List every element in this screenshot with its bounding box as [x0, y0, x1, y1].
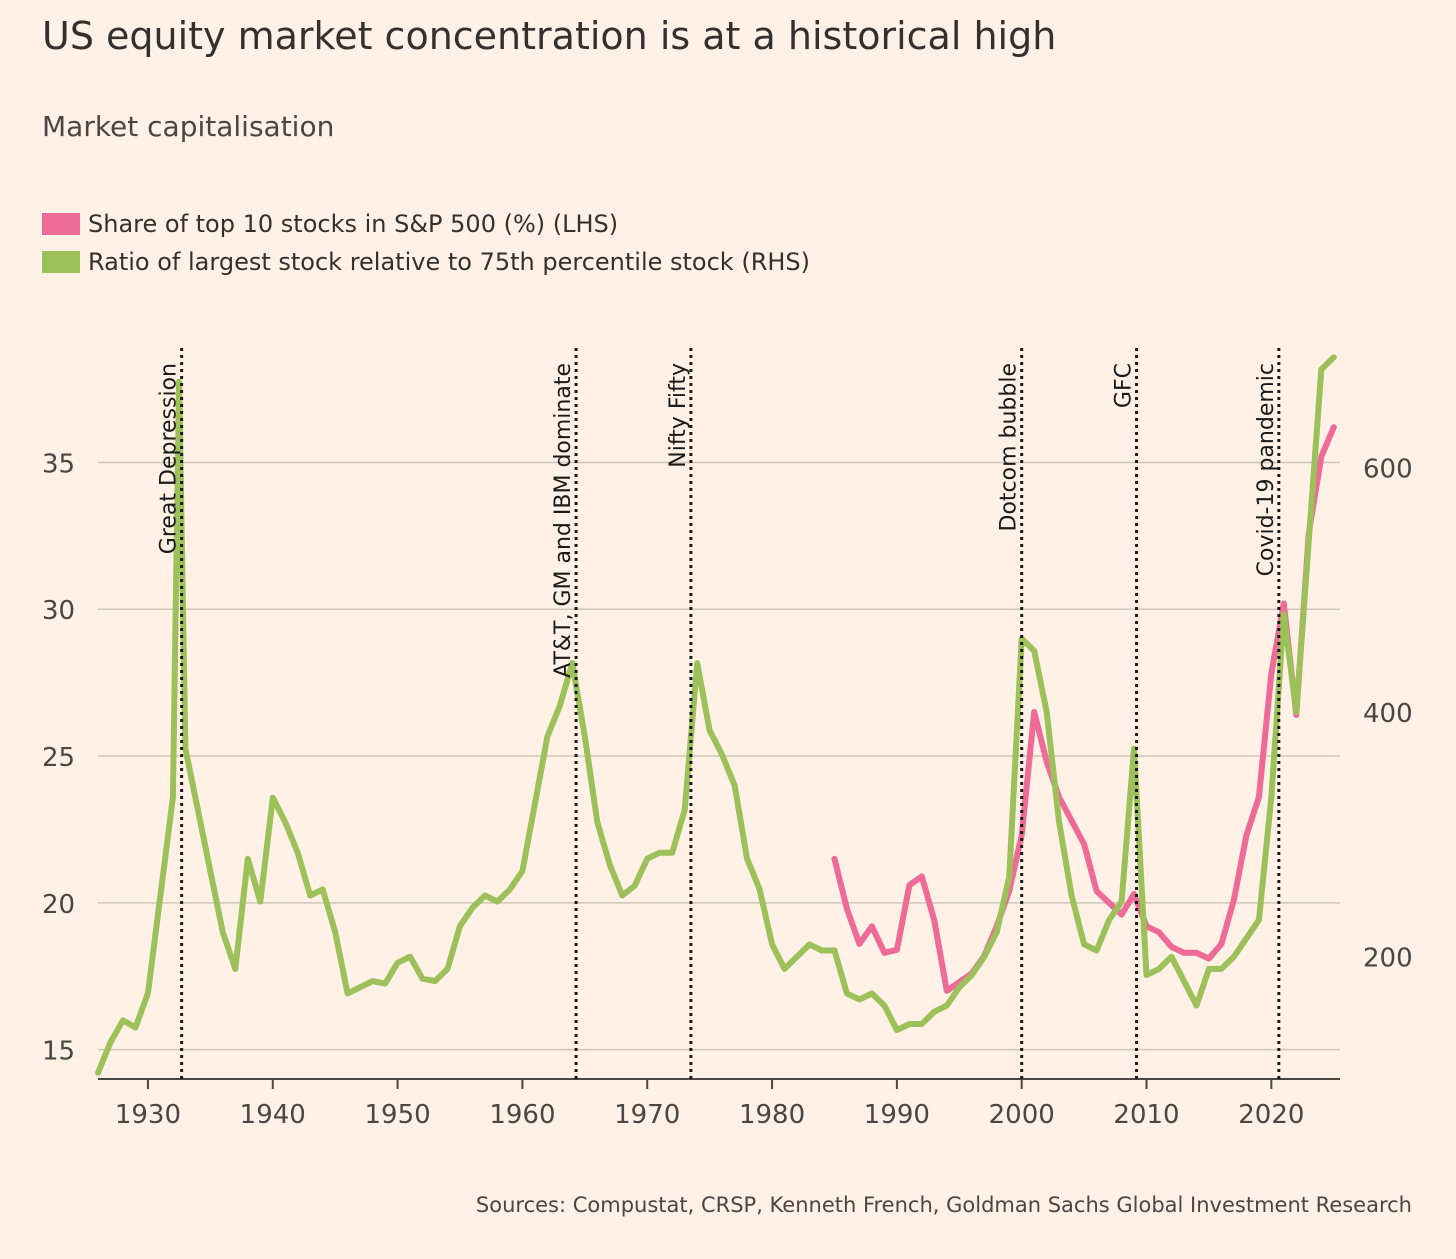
legend-item-top10-share: Share of top 10 stocks in S&P 500 (%) (L… — [42, 205, 810, 243]
y-left-tick-label: 25 — [42, 743, 75, 773]
x-tick-label: 2000 — [989, 1100, 1055, 1130]
x-tick-label: 1970 — [614, 1100, 680, 1130]
y-left-tick-label: 30 — [42, 596, 75, 626]
x-tick-label: 1930 — [115, 1100, 181, 1130]
chart-title: US equity market concentration is at a h… — [42, 14, 1057, 58]
y-left-tick-label: 35 — [42, 449, 75, 479]
source-note: Sources: Compustat, CRSP, Kenneth French… — [475, 1193, 1412, 1217]
chart-plot: 15 20 25 30 35 200 400 600 1930 1940 1950 1960 1970 1… — [42, 348, 1413, 1130]
y-right-tick-label: 400 — [1363, 699, 1413, 729]
annotation-label: Covid-19 pandemic — [1254, 363, 1279, 576]
annotation-label: Great Depression — [157, 363, 182, 554]
x-tick-label: 2010 — [1113, 1100, 1179, 1130]
series-line-top10-share — [831, 424, 1337, 994]
x-tick-label: 1990 — [864, 1100, 930, 1130]
chart-subtitle: Market capitalisation — [42, 110, 335, 143]
series-line-largest-ratio — [95, 354, 1337, 1076]
annotation-label: GFC — [1112, 363, 1137, 408]
legend-item-largest-ratio: Ratio of largest stock relative to 75th … — [42, 243, 810, 281]
y-right-tick-label: 200 — [1363, 944, 1413, 974]
x-tick-label: 1980 — [739, 1100, 805, 1130]
y-left-tick-label: 15 — [42, 1037, 75, 1067]
annotation-label: Nifty Fifty — [666, 363, 691, 468]
legend-swatch-green — [42, 251, 80, 273]
y-left-tick-label: 20 — [42, 890, 75, 920]
x-tick-label: 1940 — [240, 1100, 306, 1130]
legend-swatch-pink — [42, 213, 80, 235]
x-tick-label: 1960 — [489, 1100, 555, 1130]
legend-label-largest-ratio: Ratio of largest stock relative to 75th … — [88, 248, 811, 276]
legend-label-top10-share: Share of top 10 stocks in S&P 500 (%) (L… — [88, 210, 619, 238]
annotation-label: AT&T, GM and IBM dominate — [551, 363, 576, 678]
y-right-tick-label: 600 — [1363, 454, 1413, 484]
annotation-label: Dotcom bubble — [997, 363, 1022, 532]
x-tick-label: 1950 — [364, 1100, 430, 1130]
legend: Share of top 10 stocks in S&P 500 (%) (L… — [42, 205, 810, 281]
x-tick-label: 2020 — [1238, 1100, 1304, 1130]
